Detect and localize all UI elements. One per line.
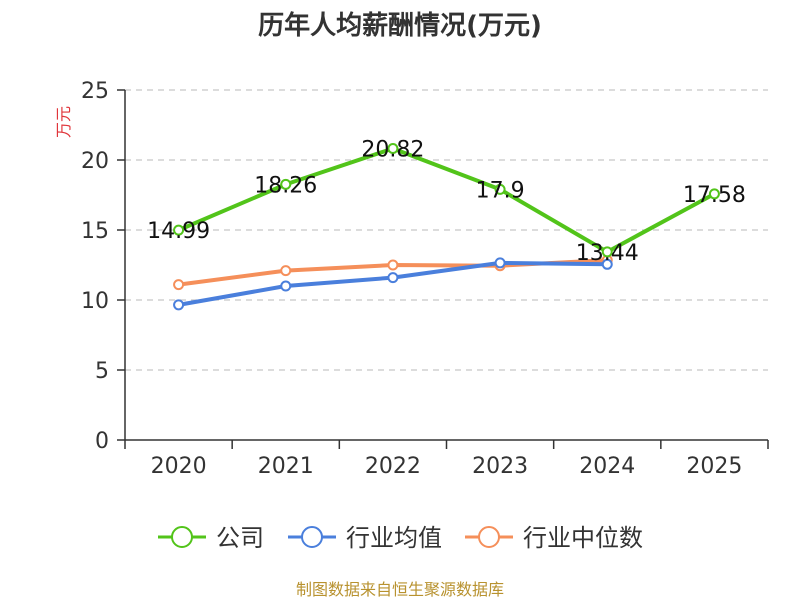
data-point — [174, 280, 183, 289]
series — [174, 144, 719, 309]
data-point — [281, 282, 290, 291]
data-labels: 14.99 18.26 20.82 17.9 13.44 17.58 — [147, 138, 746, 266]
legend-swatch-marker — [302, 527, 322, 547]
legend-label: 公司 — [216, 524, 264, 552]
legend-item: 行业中位数 — [465, 524, 643, 552]
data-label: 18.26 — [254, 173, 317, 198]
y-tick-label: 0 — [95, 429, 109, 454]
y-tick-label: 5 — [95, 359, 109, 384]
legend-label: 行业均值 — [346, 524, 442, 552]
data-point — [388, 261, 397, 270]
y-tick-label: 25 — [81, 79, 109, 104]
legend-swatch-marker — [479, 527, 499, 547]
series-line — [179, 149, 715, 252]
y-tick-label: 10 — [81, 289, 109, 314]
data-label: 13.44 — [576, 241, 639, 266]
legend-item: 行业均值 — [288, 524, 442, 552]
gridlines — [125, 90, 768, 370]
data-point — [281, 266, 290, 275]
x-tick-label: 2021 — [258, 454, 314, 479]
x-tick-label: 2023 — [472, 454, 528, 479]
legend-label: 行业中位数 — [523, 524, 643, 552]
data-point — [496, 258, 505, 267]
data-label: 14.99 — [147, 219, 210, 244]
data-point — [174, 300, 183, 309]
legend-swatch-marker — [172, 527, 192, 547]
y-tick-label: 20 — [81, 149, 109, 174]
legend: 公司 行业均值 行业中位数 — [158, 524, 643, 552]
data-point — [388, 273, 397, 282]
x-tick-label: 2024 — [579, 454, 635, 479]
data-label: 20.82 — [361, 138, 424, 163]
data-label: 17.9 — [476, 178, 525, 203]
x-tick-label: 2022 — [365, 454, 421, 479]
legend-item: 公司 — [158, 524, 264, 552]
x-tick-label: 2020 — [151, 454, 207, 479]
data-label: 17.58 — [683, 183, 746, 208]
chart-title: 历年人均薪酬情况(万元) — [258, 10, 542, 41]
y-tick-label: 15 — [81, 219, 109, 244]
x-tick-label: 2025 — [686, 454, 742, 479]
y-axis-label: 万元 — [54, 106, 73, 138]
source-note: 制图数据来自恒生聚源数据库 — [296, 580, 504, 599]
